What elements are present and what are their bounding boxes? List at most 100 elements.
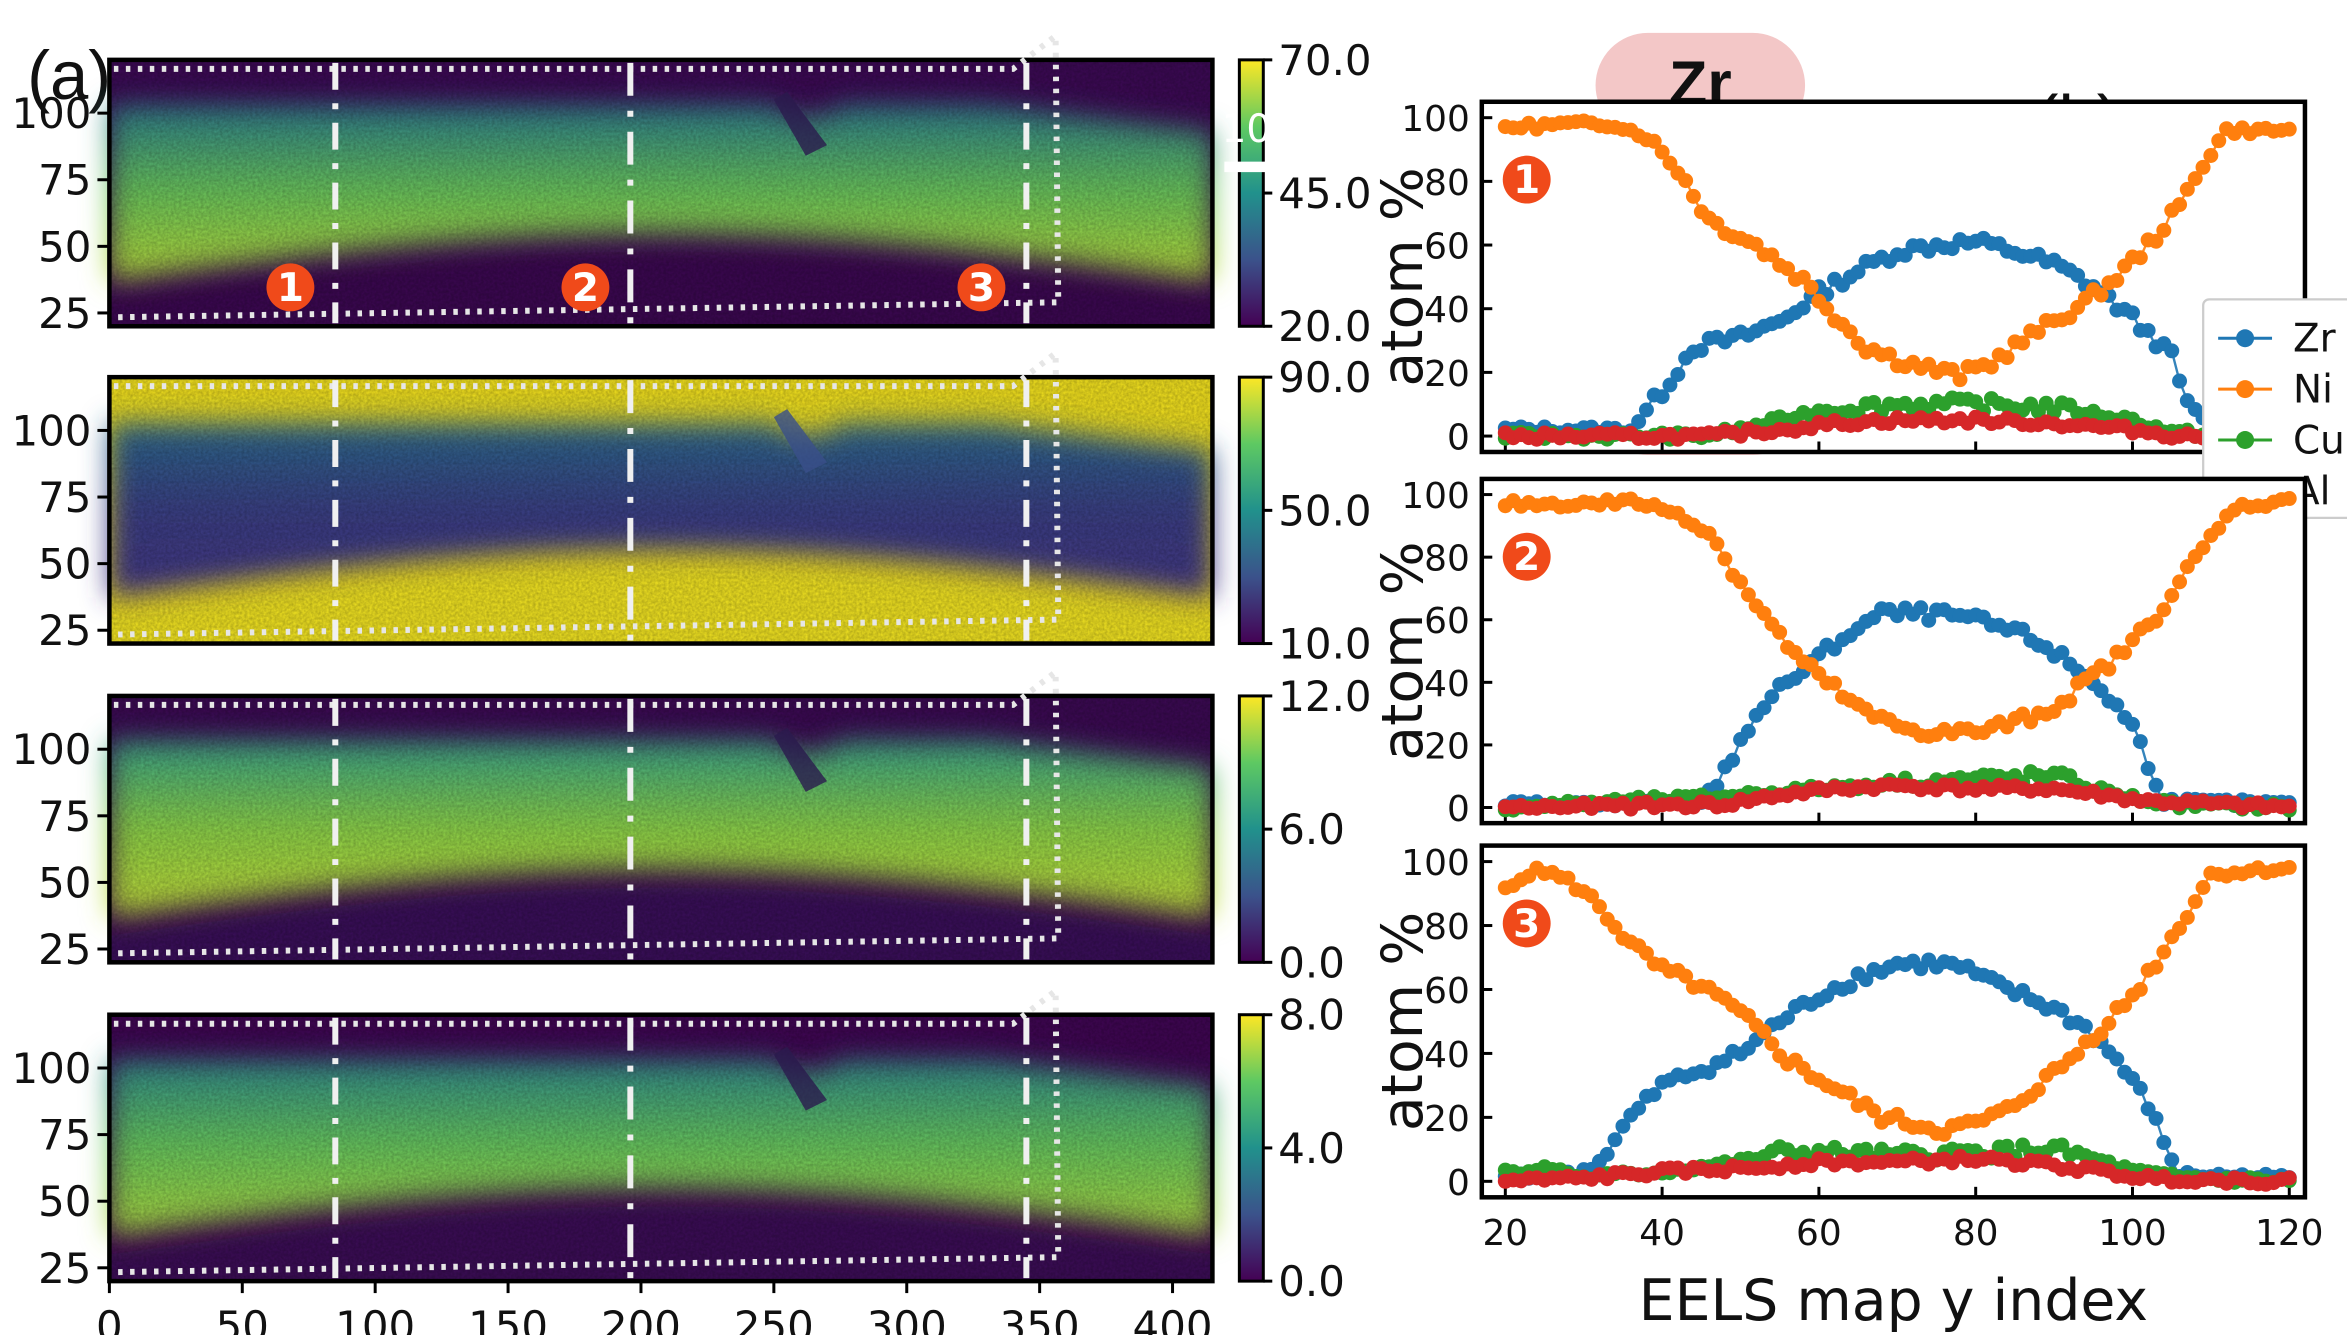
line-marker-label: 2 (572, 266, 599, 311)
y-tick-label: 60 (1424, 601, 1470, 642)
data-point (2030, 1082, 2046, 1098)
data-point (2054, 1002, 2070, 1018)
data-point (1756, 1023, 1772, 1039)
data-point (1670, 366, 1686, 382)
heatmap-notch-feature (773, 727, 828, 792)
profile-plot-3: 0 20 40 60 80 100 20 40 60 80 100 120 atom % 3 EELS ma… (1370, 843, 2324, 1334)
y-tick-label: 100 (11, 725, 91, 774)
data-point (2140, 322, 2156, 338)
colorbar-tick-label: 0.0 (1278, 1257, 1345, 1306)
data-point (2281, 798, 2297, 814)
y-tick-label: 40 (1424, 290, 1470, 331)
data-point (1701, 525, 1717, 541)
data-point (2211, 520, 2227, 536)
series-al (1497, 1148, 2297, 1192)
data-point (1725, 752, 1741, 768)
data-point (2179, 909, 2195, 925)
data-point (1584, 888, 1599, 904)
profile-marker (1502, 532, 1551, 581)
y-tick-label: 0 (1447, 1163, 1470, 1204)
y-tick-label: 100 (11, 1044, 91, 1093)
data-point (1646, 133, 1662, 149)
data-point (2172, 197, 2188, 213)
y-tick-label: 25 (38, 925, 91, 974)
y-tick-label: 20 (1424, 1099, 1470, 1140)
data-point (2030, 324, 2046, 340)
data-point (1999, 350, 2015, 366)
plot-frame (1479, 99, 2308, 455)
data-point (2281, 491, 2297, 507)
x-tick-label: 120 (2255, 1213, 2324, 1254)
data-point (2070, 1046, 2086, 1062)
data-point (1662, 155, 1678, 171)
data-point (2132, 734, 2148, 750)
series-ni (1497, 113, 2297, 388)
data-point (2281, 1170, 2297, 1186)
data-point (1709, 778, 1725, 794)
data-point (2164, 343, 2180, 359)
data-point (1717, 551, 1733, 567)
data-point (1740, 587, 1756, 603)
series-ni (1497, 491, 2297, 744)
data-point (1615, 1118, 1631, 1134)
x-tick-label: 80 (1953, 1213, 1999, 1254)
data-point (2117, 645, 2133, 661)
data-point (1678, 968, 1694, 984)
y-tick-label: 20 (1424, 726, 1470, 767)
y-tick-label: 50 (38, 540, 91, 589)
data-point (2172, 373, 2188, 389)
data-point (1733, 574, 1749, 590)
data-point (1756, 605, 1772, 621)
y-tick-label: 0 (1447, 789, 1470, 830)
y-tick-label: 100 (1401, 843, 1470, 884)
data-point (2125, 716, 2141, 732)
data-point (1678, 173, 1694, 189)
x-tick-label: 100 (2098, 1213, 2167, 1254)
data-point (2109, 1051, 2125, 1067)
x-tick-label: 20 (1482, 1213, 1528, 1254)
y-tick-label: 50 (38, 858, 91, 907)
data-point (2164, 588, 2180, 603)
data-point (2132, 1080, 2148, 1096)
x-axis-label: EELS map y index (1639, 1268, 2148, 1334)
data-point (2015, 335, 2031, 351)
data-point (2195, 159, 2211, 175)
y-tick-label: 0 (1447, 418, 1470, 459)
y-tick-label: 25 (38, 606, 91, 655)
data-point (2156, 1135, 2172, 1151)
profile-marker-label: 2 (1513, 535, 1540, 580)
legend-label: Cu (2293, 418, 2345, 463)
legend-marker (2236, 329, 2255, 348)
data-point (1882, 346, 1897, 362)
y-tick-label: 75 (38, 473, 91, 522)
data-point (1850, 264, 1866, 280)
heatmap-noise (109, 377, 1213, 644)
x-tick-label: 100 (335, 1302, 415, 1335)
data-point (1842, 324, 1858, 340)
data-point (1921, 612, 1937, 628)
data-point (1858, 972, 1874, 988)
x-tick-label: 200 (601, 1302, 681, 1335)
data-point (1693, 343, 1709, 358)
y-tick-label: 100 (1401, 99, 1470, 140)
roi-outline (113, 984, 1062, 1276)
data-point (1780, 261, 1796, 277)
data-point (1607, 1132, 1623, 1148)
y-tick-label: 50 (38, 1177, 91, 1226)
data-point (1709, 536, 1725, 552)
line-marker-2 (561, 263, 610, 312)
x-tick-label: 150 (468, 1302, 548, 1335)
y-tick-label: 100 (11, 89, 91, 138)
colorbar-tick-label: 70.0 (1278, 36, 1371, 85)
y-tick-label: 80 (1424, 907, 1470, 948)
x-tick-label: 60 (1796, 1213, 1842, 1254)
colorbar (1237, 694, 1265, 964)
data-point (2093, 1026, 2109, 1042)
colorbar-tick-label: 12.0 (1278, 672, 1371, 721)
data-point (2179, 559, 2195, 575)
data-point (2195, 880, 2211, 895)
data-point (2195, 540, 2211, 556)
